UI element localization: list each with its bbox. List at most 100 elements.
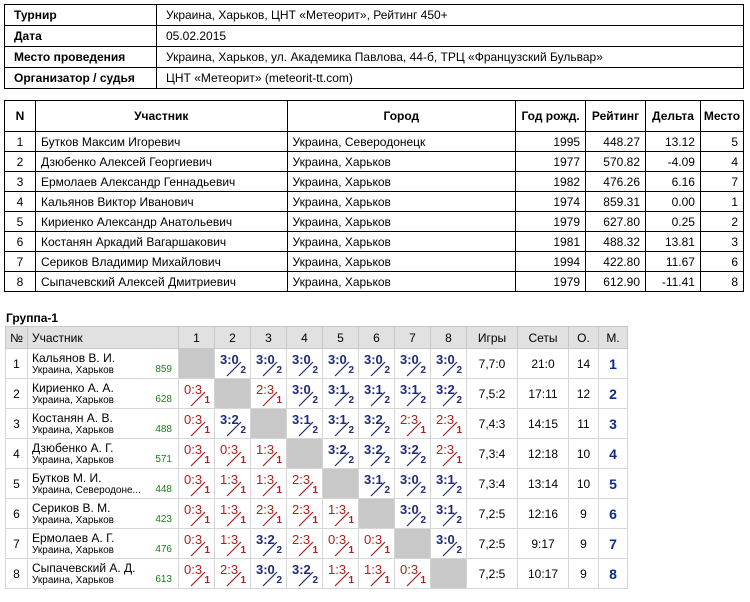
info-label: Организатор / судья (4, 67, 157, 89)
group-col-opponent: 1 (178, 326, 215, 349)
group-points: 9 (568, 528, 599, 559)
match-points: 1 (276, 395, 282, 406)
match-result-cell: 3:0 2 (250, 558, 287, 589)
match-result-cell: 3:1 2 (286, 408, 323, 439)
info-row: Организатор / судья ЦНТ «Метеорит» (meteo… (4, 67, 744, 89)
match-points: 1 (384, 545, 390, 556)
group-player-city: Украина, Харьков (32, 514, 114, 526)
match-result-cell: 2:3 1 (214, 558, 251, 589)
match-set-score: 1:3 (256, 442, 275, 457)
info-value: ЦНТ «Метеорит» (meteorit-tt.com) (156, 67, 744, 89)
match-result-cell: 1:3 1 (250, 468, 287, 499)
group-player-city: Украина, Харьков (32, 424, 114, 436)
match-set-score: 0:3 (184, 382, 203, 397)
match-score: 0:3 1 (179, 439, 214, 468)
match-points: 1 (384, 575, 390, 586)
group-player-name: Сыпачевский А. Д. (32, 560, 136, 575)
slash-divider-icon (334, 511, 350, 527)
match-result-cell: 0:3 1 (178, 468, 215, 499)
match-points: 1 (240, 515, 246, 526)
participant-place: 7 (699, 171, 745, 192)
group-player-name: Сериков В. М. (32, 500, 111, 515)
match-result-cell: 0:3 1 (178, 378, 215, 409)
group-player-rating: 628 (155, 394, 172, 405)
col-header-participant: Участник (34, 100, 288, 132)
group-place: 6 (598, 498, 628, 529)
self-match-cell (250, 408, 287, 439)
info-row: Место проведения Украина, Харьков, ул. Ак… (4, 46, 744, 68)
match-score: 2:3 1 (287, 499, 322, 528)
match-points: 2 (456, 515, 462, 526)
slash-divider-icon (226, 421, 242, 437)
slash-divider-icon (406, 481, 422, 497)
group-title: Группа-1 (6, 311, 59, 325)
slash-divider-icon (226, 451, 242, 467)
match-set-score: 3:2 (220, 412, 239, 427)
match-result-cell: 3:1 2 (322, 408, 359, 439)
slash-divider-icon (442, 421, 458, 437)
match-result-cell: 1:3 1 (322, 498, 359, 529)
match-result-cell: 2:3 1 (250, 498, 287, 529)
participant-place: 4 (699, 151, 745, 172)
info-row: Турнир Украина, Харьков, ЦНТ «Метеорит», … (4, 4, 744, 26)
participant-city: Украина, Харьков (286, 171, 517, 192)
slash-divider-icon (298, 481, 314, 497)
participant-birth-year: 1979 (515, 211, 587, 232)
match-score: 0:3 1 (323, 529, 358, 558)
participant-rating: 422.80 (585, 251, 646, 272)
self-match-cell (178, 348, 215, 379)
match-score: 2:3 1 (395, 409, 430, 438)
group-player-cell: Кальянов В. И. Украина, Харьков 859 (27, 348, 179, 379)
match-score: 3:0 2 (431, 349, 466, 378)
participant-name: Сериков Владимир Михайлович (34, 251, 288, 272)
group-place: 3 (598, 408, 628, 439)
match-points: 1 (456, 455, 462, 466)
match-result-cell: 2:3 1 (286, 498, 323, 529)
self-match-cell (322, 468, 359, 499)
match-score: 2:3 1 (251, 379, 286, 408)
match-points: 1 (204, 515, 210, 526)
slash-divider-icon (298, 511, 314, 527)
group-col-opponent: 8 (430, 326, 467, 349)
match-points: 2 (312, 395, 318, 406)
group-points: 11 (568, 408, 599, 439)
participant-delta: 6.16 (645, 171, 701, 192)
match-result-cell: 1:3 1 (322, 558, 359, 589)
match-result-cell: 0:3 1 (394, 558, 431, 589)
participant-name: Сыпачевский Алексей Дмитриевич (34, 271, 288, 292)
match-points: 1 (276, 455, 282, 466)
match-points: 1 (240, 455, 246, 466)
group-row-number: 2 (5, 378, 28, 409)
group-row-number: 6 (5, 498, 28, 529)
match-points: 2 (456, 485, 462, 496)
match-points: 2 (420, 485, 426, 496)
slash-divider-icon (334, 451, 350, 467)
participant-place: 8 (699, 271, 745, 292)
info-label: Турнир (4, 4, 157, 26)
match-score: 2:3 1 (431, 439, 466, 468)
group-place: 2 (598, 378, 628, 409)
match-set-score: 3:0 (220, 352, 239, 367)
match-result-cell: 3:0 2 (286, 378, 323, 409)
group-col-sets: Сеты (517, 326, 569, 349)
match-points: 1 (204, 395, 210, 406)
participant-row: 6 Костанян Аркадий Вагаршакович Украина, Х… (4, 231, 745, 252)
match-set-score: 3:0 (436, 532, 455, 547)
match-set-score: 0:3 (184, 472, 203, 487)
participant-name: Кальянов Виктор Иванович (34, 191, 288, 212)
match-points: 2 (240, 365, 246, 376)
match-result-cell: 3:0 2 (322, 348, 359, 379)
match-set-score: 3:2 (256, 532, 275, 547)
slash-divider-icon (442, 391, 458, 407)
match-points: 2 (276, 365, 282, 376)
match-set-score: 3:2 (364, 442, 383, 457)
group-player-name: Дзюбенко А. Г. (32, 440, 114, 455)
match-points: 1 (240, 575, 246, 586)
slash-divider-icon (442, 511, 458, 527)
match-points: 1 (312, 545, 318, 556)
match-result-cell: 3:0 2 (358, 348, 395, 379)
match-result-cell: 3:2 2 (358, 408, 395, 439)
group-player-rating: 571 (155, 454, 172, 465)
participant-rating: 448.27 (585, 131, 646, 152)
match-result-cell: 3:1 2 (430, 468, 467, 499)
